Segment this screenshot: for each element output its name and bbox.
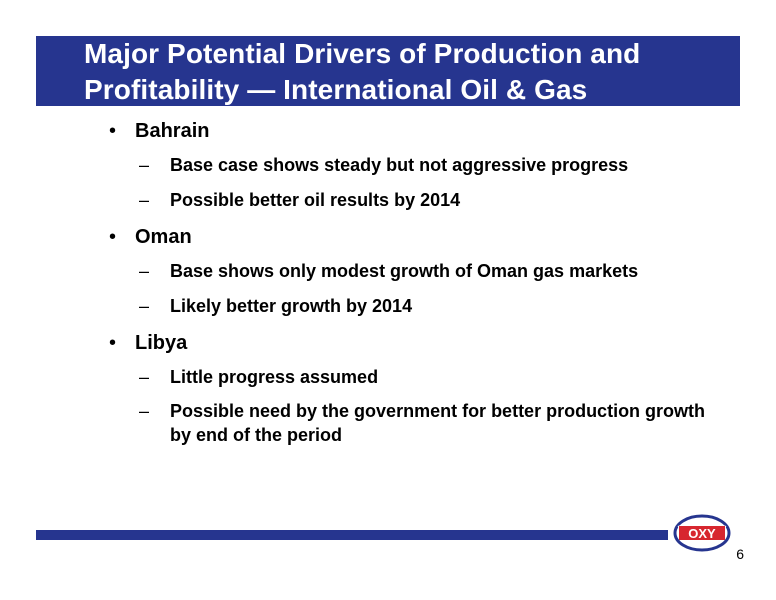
sub-bullet-dash: –: [139, 190, 150, 210]
logo-text: OXY: [688, 526, 716, 541]
sub-bullet-label: Possible need by the government for bett…: [170, 401, 706, 445]
bullet-dot: •: [109, 226, 117, 248]
bullet-dot: •: [109, 332, 117, 354]
sub-bullet-dash: –: [139, 261, 150, 281]
sub-bullet-label: Possible better oil results by 2014: [170, 190, 461, 210]
oxy-logo-icon: OXY: [673, 514, 731, 552]
page-number: 6: [736, 546, 744, 562]
bullet-label: Oman: [135, 226, 192, 248]
sub-bullet-dash: –: [139, 401, 150, 421]
footer-bar: [36, 530, 668, 540]
slide-title: Major Potential Drivers of Production an…: [84, 38, 641, 105]
bullet-label: Libya: [135, 332, 188, 354]
sub-bullet-label: Likely better growth by 2014: [170, 296, 413, 316]
sub-bullet-label: Base shows only modest growth of Oman ga…: [170, 261, 639, 281]
sub-bullet-dash: –: [139, 367, 150, 387]
sub-bullet-dash: –: [139, 296, 150, 316]
sub-bullet-dash: –: [139, 155, 150, 175]
bullet-dot: •: [109, 120, 117, 142]
sub-bullet-label: Little progress assumed: [170, 367, 379, 387]
title-bar: [36, 36, 740, 106]
bullet-label: Bahrain: [135, 120, 210, 142]
sub-bullet-label: Base case shows steady but not aggressiv…: [170, 155, 629, 175]
